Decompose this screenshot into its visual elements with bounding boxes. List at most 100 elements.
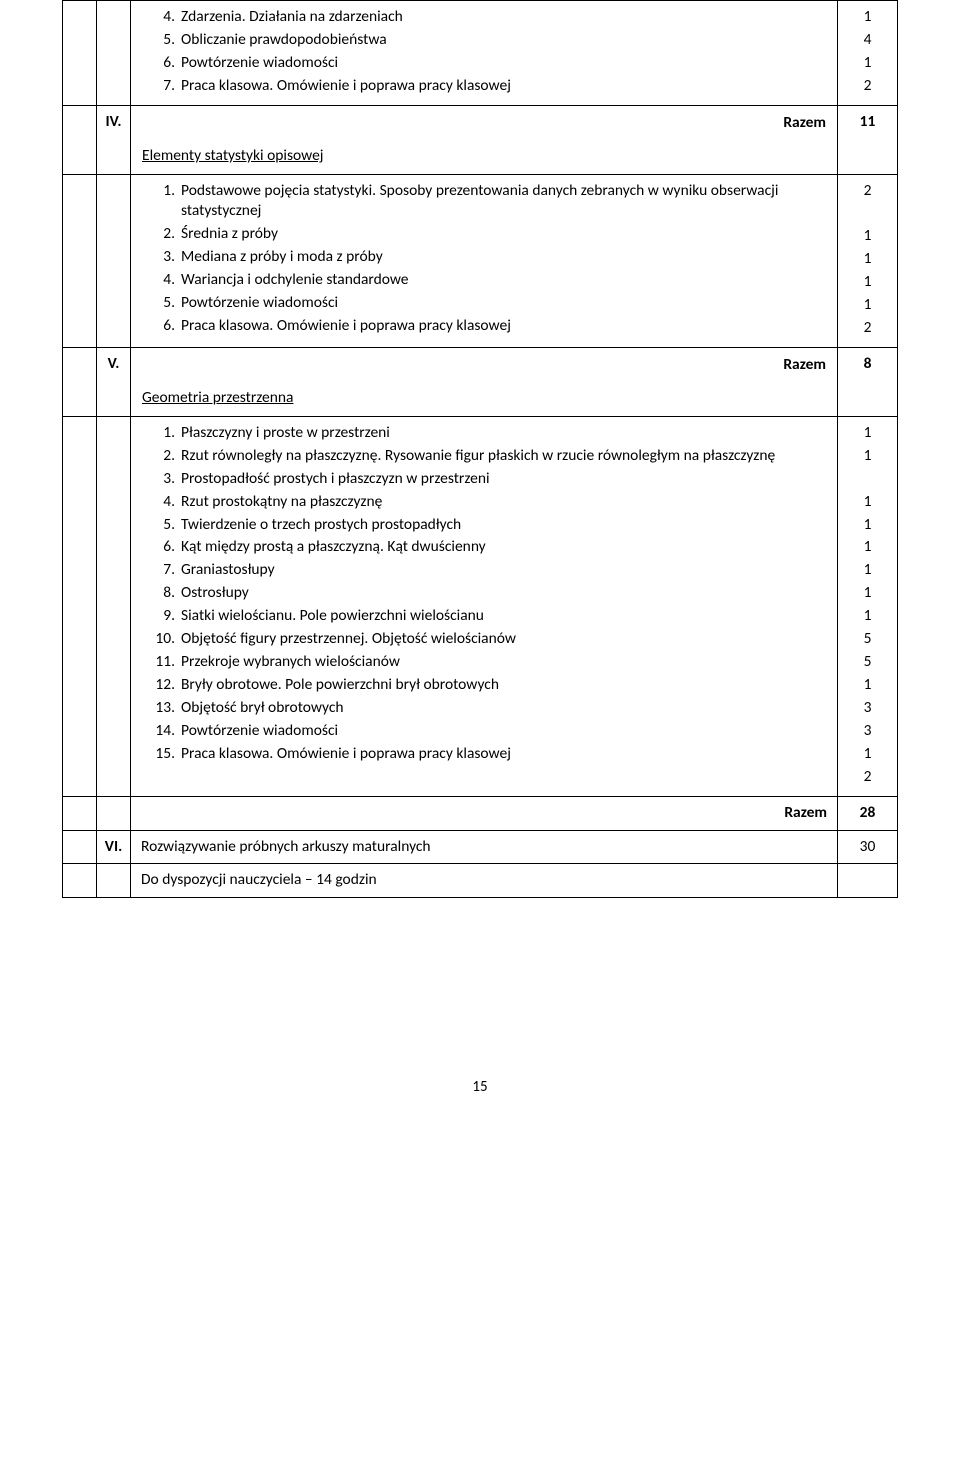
cell-blank [63,1,97,106]
item-val: 4 [842,30,893,53]
item-num: 13. [147,698,179,719]
section-title: Geometria przestrzenna [132,382,836,415]
row-text: Do dyspozycji nauczyciela – 14 godzin [131,864,838,898]
row-text: Rozwiązywanie próbnych arkuszy maturalny… [131,830,838,864]
item-text: Praca klasowa. Omówienie i poprawa pracy… [179,744,827,765]
item-text: Powtórzenie wiadomości [179,721,827,742]
item-text: Powtórzenie wiadomości [179,293,827,314]
razem-value: 28 [838,796,898,830]
item-val: 1 [842,295,893,318]
section-roman: VI. [97,830,131,864]
item-val: 1 [842,272,893,295]
item-text: Ostrosłupy [179,583,827,604]
row-value: 30 [838,830,898,864]
curriculum-table: 4.Zdarzenia. Działania na zdarzeniach 5.… [62,0,898,898]
item-text: Przekroje wybranych wielościanów [179,652,827,673]
item-num: 11. [147,652,179,673]
item-num: 5. [147,515,179,536]
section-title-cell: Razem Elementy statystyki opisowej [131,105,838,174]
item-val: 1 [842,53,893,76]
item-text: Zdarzenia. Działania na zdarzeniach [179,7,827,28]
item-text: Wariancja i odchylenie standardowe [179,270,827,291]
item-val: 1 [842,537,893,560]
item-text: Graniastosłupy [179,560,827,581]
item-num: 3. [147,469,179,490]
item-text: Powtórzenie wiadomości [179,53,827,74]
item-val: 1 [842,675,893,698]
item-num: 8. [147,583,179,604]
section-roman: IV. [97,105,131,174]
table-row: V. Razem Geometria przestrzenna 8 [63,347,898,416]
item-val: 3 [842,721,893,744]
item-num: 2. [147,446,179,467]
item-num: 7. [147,76,179,97]
item-num: 9. [147,606,179,627]
item-text: Twierdzenie o trzech prostych prostopadł… [179,515,827,536]
item-num: 15. [147,744,179,765]
item-text: Siatki wielościanu. Pole powierzchni wie… [179,606,827,627]
item-val: 1 [842,560,893,583]
razem-label: Razem [132,349,836,382]
item-val: 1 [842,492,893,515]
razem-label: Razem [131,796,838,830]
section-roman: V. [97,347,131,416]
item-val: 1 [842,606,893,629]
item-num: 1. [147,423,179,444]
table-row: VI. Rozwiązywanie próbnych arkuszy matur… [63,830,898,864]
item-val: 1 [842,515,893,538]
item-num: 14. [147,721,179,742]
item-val: 2 [842,181,893,204]
cell-blank [63,174,97,347]
item-val: 3 [842,698,893,721]
cell-blank [838,864,898,898]
item-num: 4. [147,270,179,291]
item-val: 5 [842,629,893,652]
item-num: 5. [147,30,179,51]
cell-blank [97,796,131,830]
table-row: 1.Podstawowe pojęcia statystyki. Sposoby… [63,174,898,347]
section-title: Elementy statystyki opisowej [132,140,836,173]
item-text: Prostopadłość prostych i płaszczyzn w pr… [179,469,827,490]
item-text: Praca klasowa. Omówienie i poprawa pracy… [179,316,827,337]
item-num: 7. [147,560,179,581]
section-title-cell: Razem Geometria przestrzenna [131,347,838,416]
item-text: Kąt między prostą a płaszczyzną. Kąt dwu… [179,537,827,558]
cell-blank [63,347,97,416]
cell-blank [97,1,131,106]
item-text: Praca klasowa. Omówienie i poprawa pracy… [179,76,827,97]
item-val: 1 [842,7,893,30]
item-num: 4. [147,7,179,28]
item-num: 4. [147,492,179,513]
item-text: Rzut równoległy na płaszczyznę. Rysowani… [179,446,827,467]
cell-blank [63,416,97,796]
item-text: Bryły obrotowe. Pole powierzchni brył ob… [179,675,827,696]
cell-blank [63,796,97,830]
item-text: Płaszczyzny i proste w przestrzeni [179,423,827,444]
table-row: IV. Razem Elementy statystyki opisowej 1… [63,105,898,174]
item-text: Średnia z próby [179,224,827,245]
continuation-items: 4.Zdarzenia. Działania na zdarzeniach 5.… [131,1,838,106]
cell-blank [97,864,131,898]
table-row: 1.Płaszczyzny i proste w przestrzeni 2.R… [63,416,898,796]
item-val: 1 [842,423,893,446]
item-num: 12. [147,675,179,696]
item-text: Mediana z próby i moda z próby [179,247,827,268]
cell-blank [97,174,131,347]
cell-blank [63,105,97,174]
item-val: 5 [842,652,893,675]
item-num: 10. [147,629,179,650]
section-items: 1.Podstawowe pojęcia statystyki. Sposoby… [131,174,838,347]
page-number: 15 [62,1078,898,1096]
item-text: Objętość brył obrotowych [179,698,827,719]
item-num: 6. [147,53,179,74]
item-num: 2. [147,224,179,245]
item-val: 1 [842,226,893,249]
item-text: Obliczanie prawdopodobieństwa [179,30,827,51]
item-val: 2 [842,76,893,99]
item-text: Rzut prostokątny na płaszczyznę [179,492,827,513]
item-num: 1. [147,181,179,202]
item-val: 2 [842,318,893,341]
table-row: Do dyspozycji nauczyciela – 14 godzin [63,864,898,898]
item-val: 2 [842,767,893,790]
razem-value: 11 [838,105,898,174]
